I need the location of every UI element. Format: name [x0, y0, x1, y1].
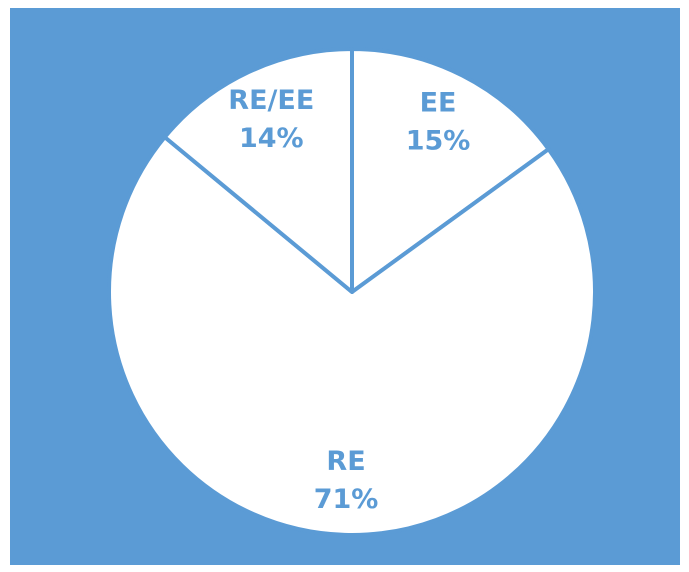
slice-value-label: 14%: [239, 123, 304, 154]
pie-slice: [162, 47, 354, 294]
slice-category-label: RE/EE: [228, 85, 314, 116]
slice-value-label: 15%: [406, 126, 471, 157]
pie-slice: [107, 135, 597, 537]
slice-value-label: 71%: [314, 484, 379, 515]
slice-category-label: RE: [326, 446, 365, 477]
slice-category-label: EE: [420, 88, 457, 119]
pie-slice: [350, 47, 551, 294]
